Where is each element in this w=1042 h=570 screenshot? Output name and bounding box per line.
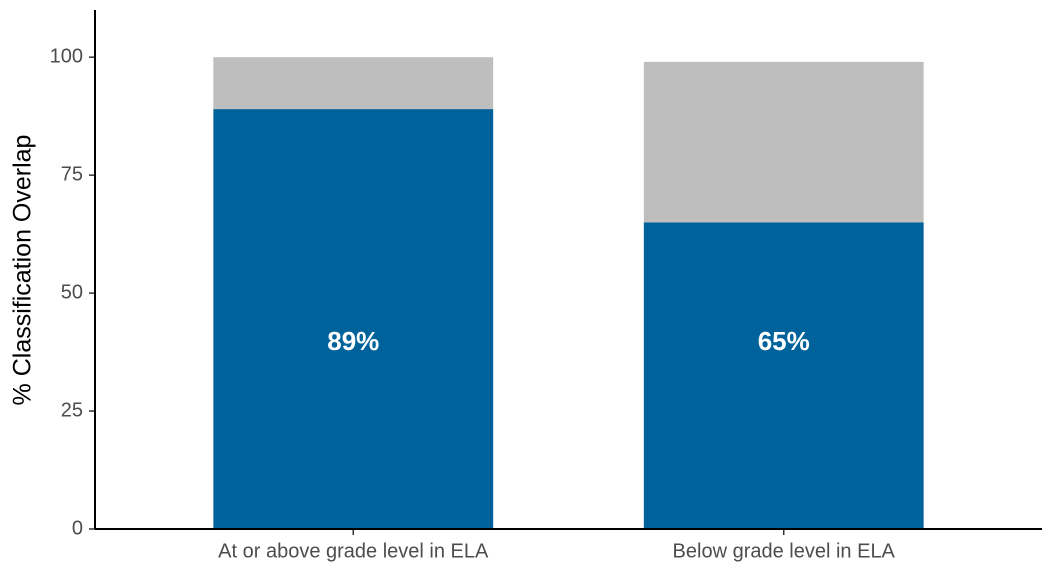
y-tick-label: 75 — [61, 163, 83, 185]
y-tick-label: 25 — [61, 399, 83, 421]
y-tick-label: 0 — [72, 517, 83, 539]
x-tick-label: Below grade level in ELA — [673, 540, 896, 562]
bar-segment — [643, 61, 924, 223]
y-axis-title: % Classification Overlap — [9, 135, 37, 406]
value-label: 65% — [758, 326, 810, 356]
y-tick-label: 100 — [50, 45, 83, 67]
bar-segment — [213, 57, 494, 110]
bar-segment — [213, 109, 494, 529]
value-label: 89% — [327, 326, 379, 356]
x-tick-label: At or above grade level in ELA — [218, 540, 489, 562]
bar-segment — [643, 222, 924, 529]
y-tick-label: 50 — [61, 281, 83, 303]
